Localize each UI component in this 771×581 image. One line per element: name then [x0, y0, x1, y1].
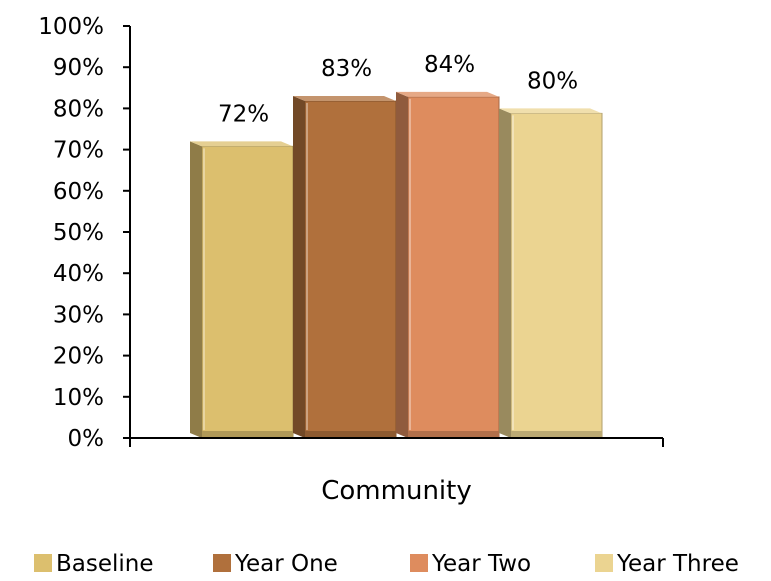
y-tick-label: 20%	[53, 344, 104, 370]
bar-year-three	[499, 108, 603, 439]
y-axis: 0% 10% 20% 30% 40% 50% 60% 70% 80% 90% 100%	[38, 14, 131, 452]
data-label: 83%	[321, 56, 372, 82]
bar-bottom-bevel	[305, 431, 396, 438]
data-label: 84%	[424, 52, 475, 78]
y-tick-label: 70%	[53, 138, 104, 164]
legend-item: Year Three	[595, 551, 739, 577]
bar-baseline	[190, 141, 294, 439]
bar-side-face	[396, 91, 408, 439]
legend-label: Year One	[234, 551, 338, 577]
y-tick-label: 50%	[53, 220, 104, 246]
legend: Baseline Year One Year Two Year Three	[34, 551, 739, 577]
category-label: Community	[321, 476, 471, 506]
legend-label: Baseline	[56, 551, 154, 577]
y-tick-label: 30%	[53, 302, 104, 328]
y-tick-label: 100%	[38, 14, 104, 40]
legend-swatch	[595, 554, 613, 572]
legend-item: Year Two	[410, 551, 531, 577]
legend-label: Year Three	[616, 551, 739, 577]
legend-swatch	[410, 554, 428, 572]
legend-swatch	[213, 554, 231, 572]
y-tick-label: 60%	[53, 179, 104, 205]
bar-year-two	[396, 91, 500, 439]
legend-label: Year Two	[431, 551, 531, 577]
bar-bottom-bevel	[202, 431, 293, 438]
y-tick-label: 80%	[53, 96, 104, 122]
y-tick-label: 10%	[53, 385, 104, 411]
data-label: 72%	[218, 101, 269, 127]
legend-item: Baseline	[34, 551, 154, 577]
bar-front-face	[201, 145, 294, 439]
legend-swatch	[34, 554, 52, 572]
y-tick-label: 90%	[53, 55, 104, 81]
bar-side-face	[190, 141, 202, 439]
bar-top-face	[293, 96, 396, 102]
bars	[190, 91, 603, 439]
bar-front-face	[407, 96, 500, 439]
y-tick-label: 40%	[53, 261, 104, 287]
bar-side-face	[499, 108, 511, 439]
bar-year-one	[293, 96, 397, 439]
bar-front-face	[304, 100, 397, 439]
bar-top-face	[396, 91, 499, 97]
bar-top-face	[499, 108, 602, 114]
bar-bottom-bevel	[511, 431, 602, 438]
x-axis: Community	[129, 437, 664, 506]
bar-top-face	[190, 141, 293, 147]
legend-item: Year One	[213, 551, 338, 577]
bar-front-face	[510, 112, 603, 439]
bar-bottom-bevel	[408, 431, 499, 438]
y-tick-label: 0%	[68, 426, 105, 452]
data-label: 80%	[527, 68, 578, 94]
data-labels: 72% 83% 84% 80%	[218, 52, 578, 127]
bar-side-face	[293, 96, 305, 438]
